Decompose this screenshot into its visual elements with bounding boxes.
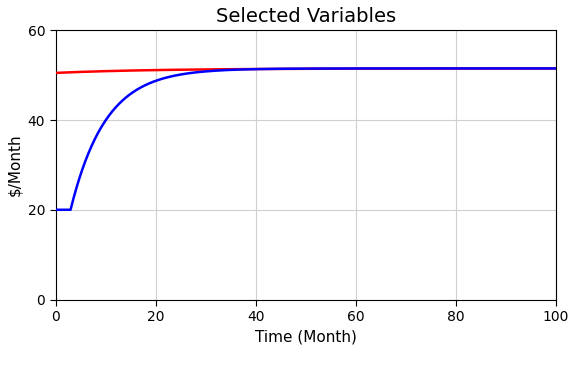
Y-axis label: $/Month: $/Month [7, 134, 22, 196]
Title: Selected Variables: Selected Variables [215, 7, 396, 26]
X-axis label: Time (Month): Time (Month) [255, 329, 357, 344]
Legend: Expenditure : current, Income : current: Expenditure : current, Income : current [103, 382, 509, 384]
